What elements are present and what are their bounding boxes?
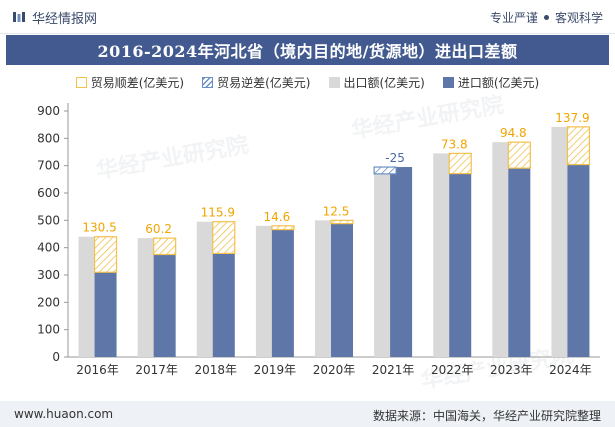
y-tick-label: 400 xyxy=(37,241,60,255)
x-tick-label: 2024年 xyxy=(549,363,592,377)
x-tick-label: 2023年 xyxy=(490,363,533,377)
x-tick-label: 2021年 xyxy=(372,363,415,377)
x-tick-label: 2022年 xyxy=(431,363,474,377)
legend-item-surplus: 贸易顺差(亿美元) xyxy=(75,73,185,91)
trade-surplus-bar xyxy=(212,221,236,255)
tagline-1: 专业严谨 xyxy=(489,11,538,25)
legend-label-import: 进口额(亿美元) xyxy=(457,75,540,90)
tagline-2: 客观科学 xyxy=(554,11,603,25)
y-tick-label: 700 xyxy=(37,159,60,173)
y-tick-label: 300 xyxy=(37,268,60,282)
balance-data-label: 12.5 xyxy=(323,204,350,218)
brand-logo-icon xyxy=(13,12,25,22)
import-bar xyxy=(331,223,353,357)
chart-area: 0 100 200 300 400 500 600 700 800 900 130.5 2016年 60… xyxy=(37,103,600,377)
import-bar xyxy=(271,229,294,357)
legend-item-deficit: 贸易逆差(亿美元) xyxy=(202,73,311,91)
trade-surplus-bar xyxy=(566,126,591,166)
footer: www.huaon.com 数据来源：中国海关，华经产业研究院整理 xyxy=(0,401,615,427)
balance-data-label: 14.6 xyxy=(264,210,291,224)
brand-name: 华经情报网 xyxy=(32,11,98,27)
y-tick-label: 500 xyxy=(37,213,60,227)
y-tick-label: 800 xyxy=(37,131,60,145)
balance-data-label: -25 xyxy=(385,151,405,165)
import-bar xyxy=(94,272,117,357)
trade-surplus-bar xyxy=(271,225,295,231)
balance-data-label: 130.5 xyxy=(82,221,116,235)
trade-surplus-bar xyxy=(153,237,177,256)
legend-swatch-surplus xyxy=(75,76,87,88)
footer-url: www.huaon.com xyxy=(14,407,114,421)
trade-surplus-bar xyxy=(448,152,472,175)
trade-surplus-bar xyxy=(330,219,354,225)
import-bar xyxy=(508,168,531,357)
balance-data-label: 73.8 xyxy=(441,137,468,151)
balance-data-label: 94.8 xyxy=(500,126,527,140)
tagline: 专业严谨 客观科学 xyxy=(490,9,603,26)
legend-item-import: 进口额(亿美元) xyxy=(442,73,540,91)
trade-surplus-bar xyxy=(507,141,531,169)
y-tick-label: 600 xyxy=(37,186,60,200)
legend-item-export: 出口额(亿美元) xyxy=(328,73,425,91)
legend-label-export: 出口额(亿美元) xyxy=(343,75,425,90)
legend-swatch-deficit xyxy=(202,76,214,88)
y-tick-label: 0 xyxy=(52,350,60,364)
brand: 华经情报网 xyxy=(12,8,98,27)
legend-label-deficit: 贸易逆差(亿美元) xyxy=(217,75,311,90)
chart-title: 2016-2024年河北省（境内目的地/货源地）进出口差额 xyxy=(6,35,609,65)
y-tick-label: 100 xyxy=(37,323,60,337)
import-bar xyxy=(153,254,176,357)
import-bar xyxy=(567,164,590,357)
dot-separator-icon xyxy=(543,15,549,20)
x-tick-label: 2019年 xyxy=(254,363,297,377)
legend: 贸易顺差(亿美元) 贸易逆差(亿美元) 出口额(亿美元) 进口额(亿美元) xyxy=(0,73,615,91)
footer-source: 数据来源：中国海关，华经产业研究院整理 xyxy=(372,409,601,423)
legend-swatch-import xyxy=(442,76,454,88)
legend-swatch-export xyxy=(328,76,340,88)
legend-label-surplus: 贸易顺差(亿美元) xyxy=(90,75,185,90)
x-tick-label: 2016年 xyxy=(76,363,119,377)
plot-group: 0 100 200 300 400 500 600 700 800 900 130.5 2016年 60… xyxy=(37,103,600,377)
trade-deficit-bar xyxy=(373,166,397,175)
trade-surplus-bar xyxy=(93,236,118,273)
balance-data-label: 137.9 xyxy=(555,111,589,125)
x-tick-label: 2020年 xyxy=(313,363,356,377)
y-tick-label: 900 xyxy=(37,104,60,118)
import-bar xyxy=(390,167,413,357)
import-bar xyxy=(449,173,472,357)
import-bar xyxy=(212,253,235,357)
top-bar: 华经情报网 专业严谨 客观科学 xyxy=(0,0,615,34)
balance-data-label: 60.2 xyxy=(145,222,172,236)
x-tick-label: 2018年 xyxy=(195,363,238,377)
x-tick-label: 2017年 xyxy=(135,363,178,377)
y-tick-label: 200 xyxy=(37,295,60,309)
balance-data-label: 115.9 xyxy=(201,206,235,220)
